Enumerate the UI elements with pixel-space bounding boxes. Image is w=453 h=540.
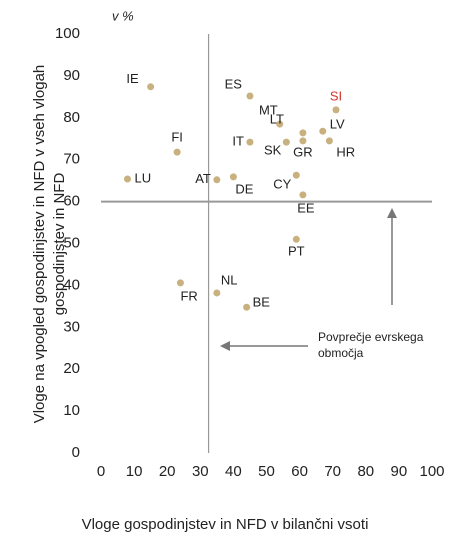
- point: [276, 120, 284, 128]
- point: [332, 106, 340, 114]
- point: [292, 171, 300, 179]
- x-tick-label: 100: [419, 463, 444, 480]
- y-tick-label: 60: [63, 193, 80, 210]
- point: [229, 173, 237, 181]
- point-label: EE: [297, 200, 315, 215]
- x-axis-label: Vloge gospodinjstev in NFD v bilančni vs…: [82, 516, 369, 533]
- point-label: AT: [195, 171, 211, 186]
- unit-label: v %: [112, 8, 134, 23]
- point-label: ES: [225, 76, 243, 91]
- y-tick-label: 10: [63, 402, 80, 419]
- x-tick-label: 60: [291, 463, 308, 480]
- point-label: SI: [330, 88, 342, 103]
- y-axis-label: gospodinjstev in NFD: [51, 173, 68, 316]
- point: [173, 148, 181, 156]
- y-tick-label: 50: [63, 234, 80, 251]
- point-label: FI: [171, 130, 183, 145]
- point: [299, 129, 307, 137]
- point-label: DE: [235, 181, 253, 196]
- point: [123, 175, 131, 183]
- point: [147, 83, 155, 91]
- x-tick-label: 90: [391, 463, 408, 480]
- annotation: območja: [318, 346, 364, 360]
- point: [299, 191, 307, 199]
- y-tick-label: 40: [63, 276, 80, 293]
- point-label: LU: [134, 170, 151, 185]
- point: [246, 92, 254, 100]
- point-label: BE: [253, 295, 271, 310]
- point-label: GR: [293, 144, 313, 159]
- point: [299, 137, 307, 145]
- point: [213, 176, 221, 184]
- point: [325, 137, 333, 145]
- point-label: CY: [273, 177, 291, 192]
- annotation: Povprečje evrskega: [318, 330, 424, 344]
- point: [292, 235, 300, 243]
- y-tick-label: 30: [63, 318, 80, 335]
- point: [176, 279, 184, 287]
- point-label: MT: [259, 103, 278, 118]
- point: [282, 138, 290, 146]
- y-tick-label: 80: [63, 109, 80, 126]
- point-label: IE: [126, 71, 139, 86]
- point-label: LV: [330, 117, 345, 132]
- x-tick-label: 40: [225, 463, 242, 480]
- point: [243, 303, 251, 311]
- point-label: LT: [270, 111, 284, 126]
- x-tick-label: 80: [357, 463, 374, 480]
- y-tick-label: 0: [72, 444, 80, 461]
- y-tick-label: 20: [63, 360, 80, 377]
- y-tick-label: 90: [63, 67, 80, 84]
- y-tick-label: 100: [55, 25, 80, 42]
- point: [319, 127, 327, 135]
- y-tick-label: 70: [63, 151, 80, 168]
- point-label: FR: [180, 288, 197, 303]
- point-label: HR: [336, 144, 355, 159]
- point: [213, 289, 221, 297]
- x-tick-label: 50: [258, 463, 275, 480]
- x-tick-label: 10: [126, 463, 143, 480]
- x-tick-label: 30: [192, 463, 209, 480]
- point-label: PT: [288, 244, 305, 259]
- point: [246, 138, 254, 146]
- x-tick-label: 70: [324, 463, 341, 480]
- y-axis-label: Vloge na vpogled gospodinjstev in NFD v …: [31, 65, 48, 424]
- x-tick-label: 20: [159, 463, 176, 480]
- x-tick-label: 0: [97, 463, 105, 480]
- point-label: SK: [264, 143, 282, 158]
- point-label: IT: [232, 134, 244, 149]
- point-label: NL: [221, 272, 238, 287]
